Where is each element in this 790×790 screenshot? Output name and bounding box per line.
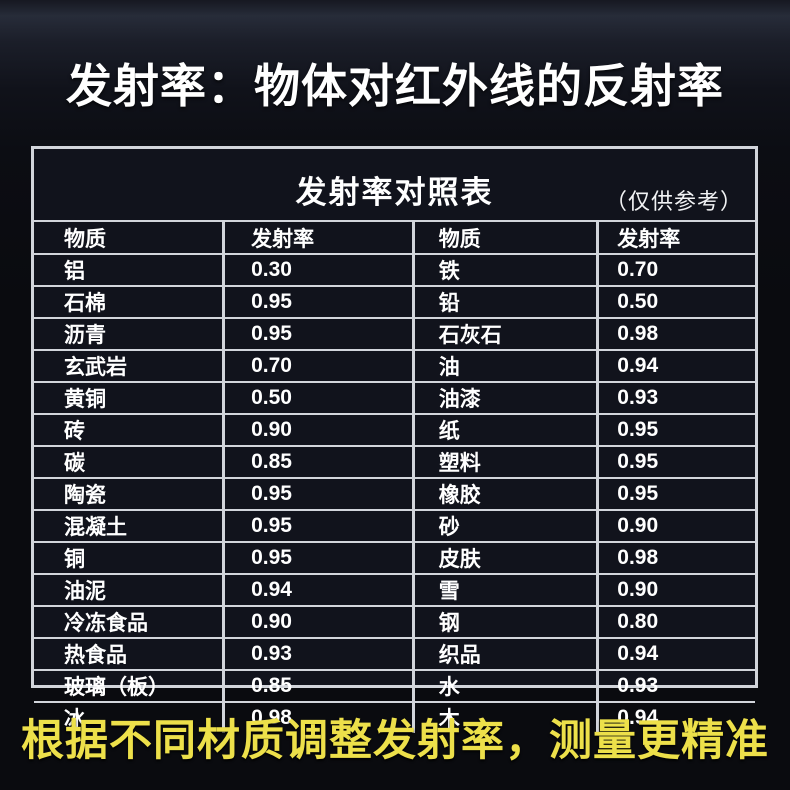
material-cell: 碳 bbox=[32, 445, 226, 479]
emissivity-cell: 0.95 bbox=[596, 445, 757, 479]
material-cell: 玻璃（板） bbox=[32, 669, 226, 703]
material-cell: 织品 bbox=[411, 637, 600, 671]
material-cell: 塑料 bbox=[411, 445, 600, 479]
material-cell: 玄武岩 bbox=[32, 349, 226, 383]
table-row: 砖 0.90 纸 0.95 bbox=[32, 413, 757, 447]
material-cell: 皮肤 bbox=[411, 541, 600, 575]
emissivity-cell: 0.93 bbox=[596, 669, 757, 703]
emissivity-cell: 0.90 bbox=[596, 573, 757, 607]
emissivity-cell: 0.90 bbox=[596, 509, 757, 543]
material-cell: 钢 bbox=[411, 605, 600, 639]
table-row: 沥青 0.95 石灰石 0.98 bbox=[32, 317, 757, 351]
material-cell: 铝 bbox=[32, 253, 226, 287]
col-header-material-right: 物质 bbox=[411, 221, 600, 255]
emissivity-cell: 0.85 bbox=[222, 445, 415, 479]
material-cell: 石棉 bbox=[32, 285, 226, 319]
emissivity-cell: 0.80 bbox=[596, 605, 757, 639]
material-cell: 热食品 bbox=[32, 637, 226, 671]
emissivity-cell: 0.98 bbox=[596, 317, 757, 351]
table-row: 黄铜 0.50 油漆 0.93 bbox=[32, 381, 757, 415]
table-row: 玻璃（板） 0.85 水 0.93 bbox=[32, 669, 757, 703]
material-cell: 油漆 bbox=[411, 381, 600, 415]
emissivity-cell: 0.95 bbox=[222, 477, 415, 511]
emissivity-cell: 0.94 bbox=[596, 637, 757, 671]
material-cell: 冰 bbox=[32, 701, 226, 734]
material-cell: 石灰石 bbox=[411, 317, 600, 351]
emissivity-cell: 0.98 bbox=[596, 541, 757, 575]
material-cell: 混凝土 bbox=[32, 509, 226, 543]
emissivity-cell: 0.95 bbox=[222, 541, 415, 575]
table-row: 铝 0.30 铁 0.70 bbox=[32, 253, 757, 287]
emissivity-table-box: 发射率对照表 （仅供参考） 物质 发射率 物质 发射率 铝 0.30 铁 0.70 石棉… bbox=[31, 146, 758, 734]
emissivity-cell: 0.94 bbox=[596, 701, 757, 734]
emissivity-cell: 0.95 bbox=[596, 477, 757, 511]
emissivity-cell: 0.94 bbox=[222, 573, 415, 607]
emissivity-cell: 0.70 bbox=[596, 253, 757, 287]
material-cell: 油 bbox=[411, 349, 600, 383]
table-title: 发射率对照表 bbox=[295, 175, 494, 210]
table-row: 混凝土 0.95 砂 0.90 bbox=[32, 509, 757, 543]
material-cell: 雪 bbox=[411, 573, 600, 607]
table-row: 热食品 0.93 织品 0.94 bbox=[32, 637, 757, 671]
emissivity-cell: 0.50 bbox=[596, 285, 757, 319]
col-header-emissivity-right: 发射率 bbox=[596, 221, 757, 255]
col-header-emissivity-left: 发射率 bbox=[222, 221, 415, 255]
emissivity-cell: 0.95 bbox=[596, 413, 757, 447]
emissivity-cell: 0.93 bbox=[596, 381, 757, 415]
emissivity-cell: 0.93 bbox=[222, 637, 415, 671]
table-row: 玄武岩 0.70 油 0.94 bbox=[32, 349, 757, 383]
table-row: 冷冻食品 0.90 钢 0.80 bbox=[32, 605, 757, 639]
material-cell: 冷冻食品 bbox=[32, 605, 226, 639]
material-cell: 橡胶 bbox=[411, 477, 600, 511]
emissivity-cell: 0.98 bbox=[222, 701, 415, 734]
material-cell: 陶瓷 bbox=[32, 477, 226, 511]
table-row: 油泥 0.94 雪 0.90 bbox=[32, 573, 757, 607]
bottom-caption: 根据不同材质调整发射率，测量更精准 bbox=[21, 717, 769, 765]
emissivity-cell: 0.95 bbox=[222, 317, 415, 351]
emissivity-cell: 0.70 bbox=[222, 349, 415, 383]
table-header-row: 物质 发射率 物质 发射率 bbox=[32, 221, 757, 255]
material-cell: 砖 bbox=[32, 413, 226, 447]
material-cell: 油泥 bbox=[32, 573, 226, 607]
emissivity-cell: 0.90 bbox=[222, 413, 415, 447]
table-title-row: 发射率对照表 （仅供参考） bbox=[34, 149, 755, 222]
table-row: 铜 0.95 皮肤 0.98 bbox=[32, 541, 757, 575]
emissivity-cell: 0.90 bbox=[222, 605, 415, 639]
table-row: 碳 0.85 塑料 0.95 bbox=[32, 445, 757, 479]
table-row: 冰 0.98 木 0.94 bbox=[32, 701, 757, 734]
material-cell: 纸 bbox=[411, 413, 600, 447]
page-title: 发射率：物体对红外线的反射率 bbox=[66, 60, 724, 112]
material-cell: 水 bbox=[411, 669, 600, 703]
material-cell: 砂 bbox=[411, 509, 600, 543]
emissivity-cell: 0.30 bbox=[222, 253, 415, 287]
emissivity-cell: 0.50 bbox=[222, 381, 415, 415]
emissivity-cell: 0.94 bbox=[596, 349, 757, 383]
table-row: 陶瓷 0.95 橡胶 0.95 bbox=[32, 477, 757, 511]
material-cell: 木 bbox=[411, 701, 600, 734]
table-note: （仅供参考） bbox=[604, 189, 743, 214]
emissivity-cell: 0.95 bbox=[222, 509, 415, 543]
material-cell: 铅 bbox=[411, 285, 600, 319]
emissivity-cell: 0.85 bbox=[222, 669, 415, 703]
material-cell: 黄铜 bbox=[32, 381, 226, 415]
table-row: 石棉 0.95 铅 0.50 bbox=[32, 285, 757, 319]
material-cell: 铜 bbox=[32, 541, 226, 575]
material-cell: 铁 bbox=[411, 253, 600, 287]
col-header-material-left: 物质 bbox=[32, 221, 226, 255]
material-cell: 沥青 bbox=[32, 317, 226, 351]
emissivity-cell: 0.95 bbox=[222, 285, 415, 319]
emissivity-table: 物质 发射率 物质 发射率 铝 0.30 铁 0.70 石棉 0.95 铅 0.50 沥青 0.9… bbox=[32, 221, 757, 734]
